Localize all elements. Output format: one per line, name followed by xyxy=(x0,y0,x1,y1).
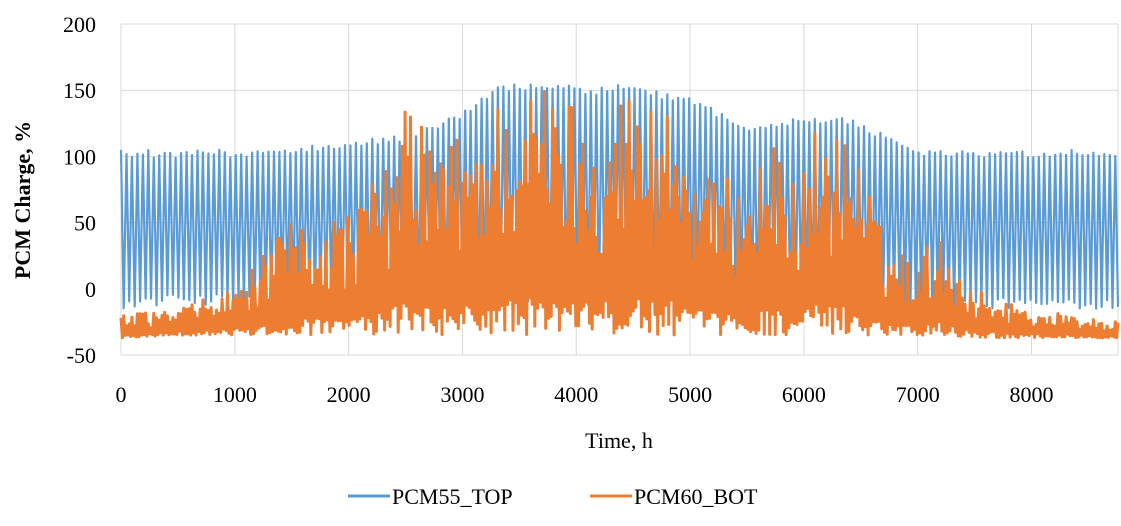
x-tick-label: 6000 xyxy=(782,382,826,407)
legend-label: PCM60_BOT xyxy=(634,484,758,509)
series-layer xyxy=(119,83,1120,340)
legend-item: PCM60_BOT xyxy=(590,484,758,509)
x-tick-label: 7000 xyxy=(896,382,940,407)
x-tick-label: 8000 xyxy=(1010,382,1054,407)
x-tick-label: 3000 xyxy=(440,382,484,407)
y-axis-title: PCM Charge, % xyxy=(10,121,35,279)
series-line-pcm60-bot xyxy=(119,89,1120,340)
legend-label: PCM55_TOP xyxy=(392,484,513,509)
y-tick-labels: -50 0 50 100 150 200 xyxy=(63,12,96,368)
y-tick-label: 100 xyxy=(63,144,96,169)
x-tick-label: 5000 xyxy=(668,382,712,407)
y-tick-label: 150 xyxy=(63,78,96,103)
y-tick-label: 0 xyxy=(85,277,96,302)
x-tick-label: 4000 xyxy=(554,382,598,407)
x-axis-title: Time, h xyxy=(585,428,653,453)
y-tick-label: -50 xyxy=(67,343,96,368)
legend-item: PCM55_TOP xyxy=(348,484,513,509)
x-tick-label: 2000 xyxy=(327,382,371,407)
legend: PCM55_TOP PCM60_BOT xyxy=(348,484,758,509)
y-tick-label: 50 xyxy=(74,211,96,236)
x-tick-label: 1000 xyxy=(213,382,257,407)
x-tick-label: 0 xyxy=(116,382,127,407)
x-tick-labels: 0 1000 2000 3000 4000 5000 6000 7000 8000 xyxy=(116,382,1054,407)
y-tick-label: 200 xyxy=(63,12,96,37)
